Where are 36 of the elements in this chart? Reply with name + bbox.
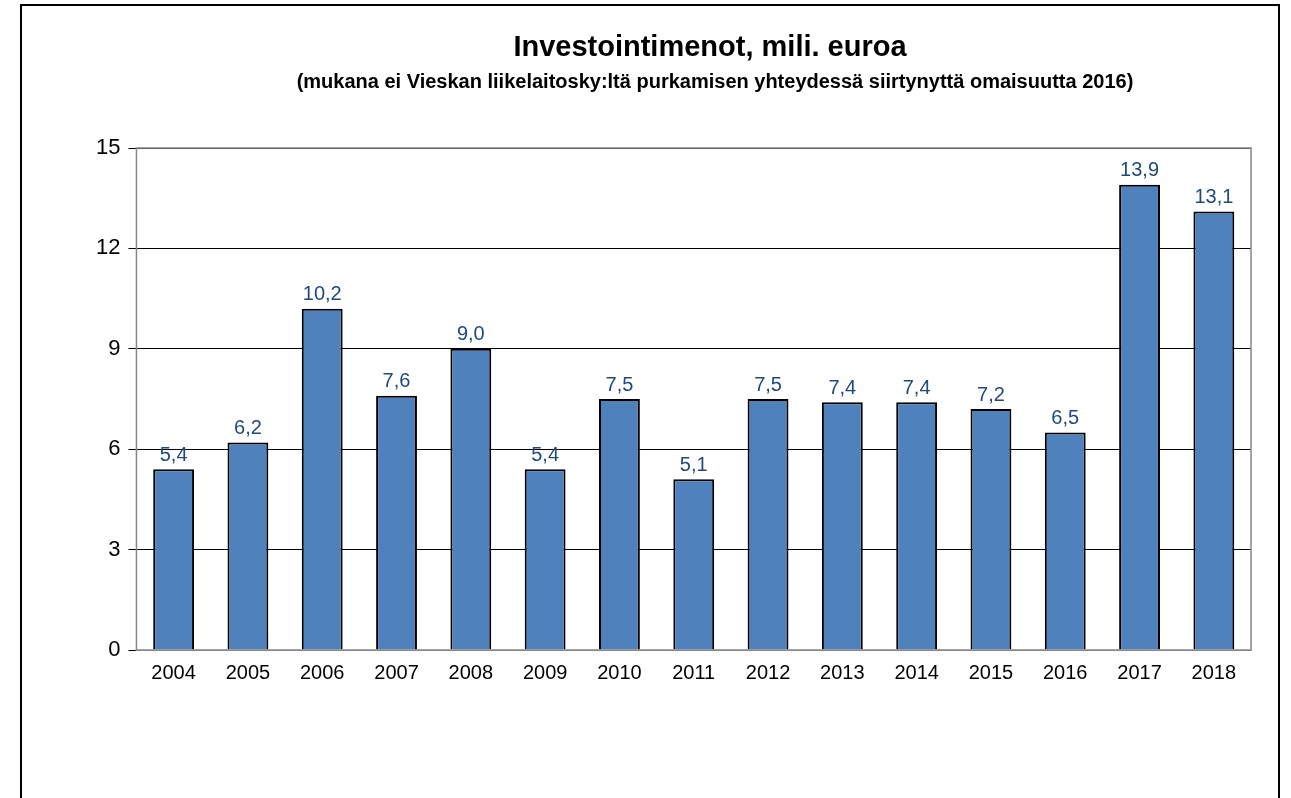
- y-tick-label: 12: [95, 234, 121, 260]
- data-label: 5,1: [679, 452, 708, 475]
- y-tick-label: 3: [108, 535, 121, 561]
- data-label: 10,2: [302, 282, 342, 305]
- data-label: 7,5: [605, 372, 634, 395]
- x-tick-label: 2009: [522, 660, 568, 683]
- x-tick-label: 2017: [1117, 660, 1162, 683]
- x-tick-label: 2008: [448, 660, 494, 683]
- x-tick-label: 2015: [968, 660, 1014, 683]
- data-label: 7,4: [902, 375, 931, 398]
- data-label: 6,5: [1051, 405, 1080, 428]
- x-tick-label: 2004: [151, 660, 196, 683]
- y-tick-label: 6: [108, 435, 121, 461]
- x-tick-label: 2018: [1191, 660, 1237, 683]
- data-label: 13,1: [1194, 185, 1234, 208]
- x-tick-label: 2014: [894, 660, 939, 683]
- data-label: 6,2: [234, 416, 262, 439]
- x-tick-label: 2012: [745, 660, 791, 683]
- chart-subtitle: (mukana ei Vieskan liikelaitosky:ltä purkamisen yhteydessä siirtynyttä omaisuutta 2016): [295, 69, 1135, 94]
- x-tick-label: 2006: [299, 660, 345, 683]
- y-tick-label: 15: [95, 134, 121, 160]
- x-tick-label: 2011: [672, 660, 716, 683]
- data-label: 7,2: [977, 382, 1005, 405]
- x-tick-label: 2016: [1043, 660, 1088, 683]
- x-tick-label: 2005: [225, 660, 271, 683]
- x-tick-label: 2010: [597, 660, 642, 683]
- data-label: 7,6: [382, 369, 411, 392]
- y-tick-label: 9: [108, 334, 121, 360]
- data-label: 9,0: [456, 322, 485, 345]
- data-label: 7,5: [754, 372, 782, 395]
- data-label: 7,4: [828, 375, 857, 398]
- y-tick-label: 0: [108, 636, 121, 662]
- x-tick-label: 2013: [820, 660, 865, 683]
- data-label: 13,9: [1120, 158, 1160, 181]
- chart-title: Investointimenot, mili. euroa: [512, 30, 908, 63]
- x-tick-label: 2007: [374, 660, 419, 683]
